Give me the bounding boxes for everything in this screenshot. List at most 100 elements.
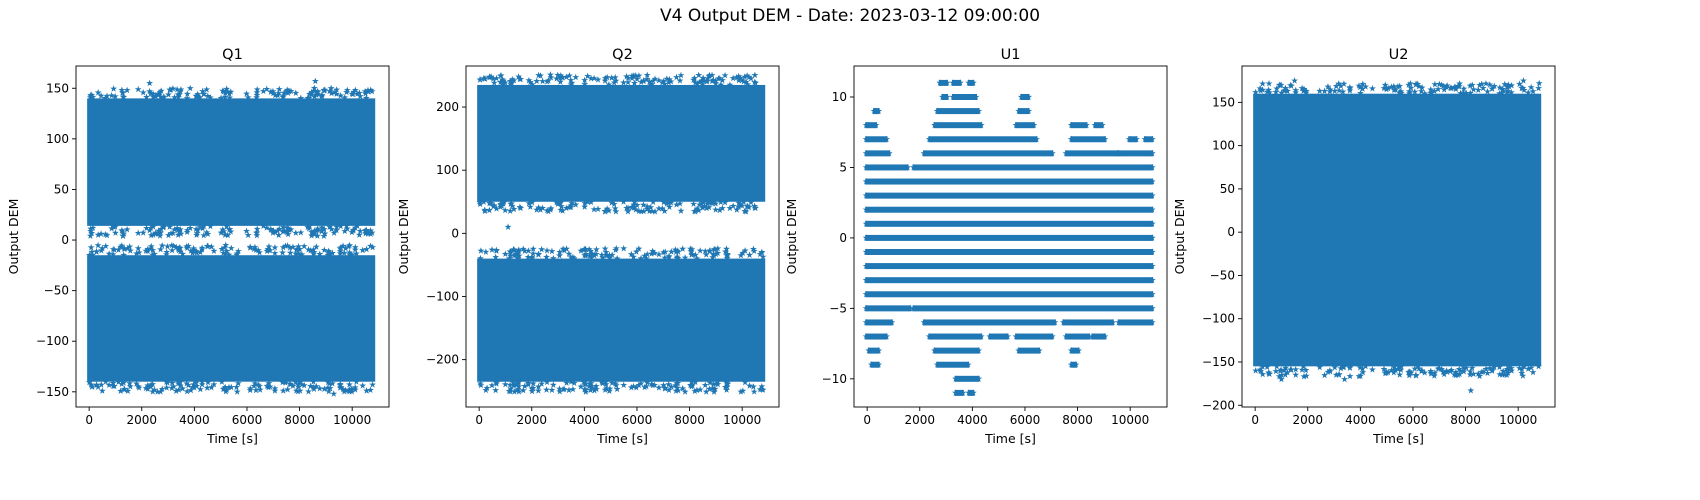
data-level-segment bbox=[936, 361, 970, 368]
data-point bbox=[1519, 77, 1527, 84]
data-level-segment bbox=[1017, 347, 1041, 354]
data-level-segment bbox=[951, 79, 962, 86]
data-point bbox=[369, 381, 377, 388]
data-point bbox=[1265, 80, 1273, 87]
plot-area bbox=[85, 77, 377, 397]
y-axis-label: Output DEM bbox=[396, 199, 411, 275]
x-tick-label: 10000 bbox=[333, 413, 371, 427]
data-level-segment bbox=[923, 319, 1056, 326]
data-point bbox=[123, 225, 131, 233]
data-level-segment bbox=[928, 333, 983, 340]
data-point bbox=[1412, 372, 1420, 379]
axes-frame bbox=[853, 65, 1168, 408]
data-point bbox=[746, 251, 754, 258]
data-point bbox=[275, 85, 283, 93]
y-tick-label: −100 bbox=[426, 289, 459, 303]
x-tick-label: 8000 bbox=[284, 413, 315, 427]
data-point bbox=[677, 71, 685, 79]
data-level-segment bbox=[954, 375, 980, 382]
data-point bbox=[164, 242, 171, 250]
data-point bbox=[351, 246, 359, 253]
y-tick-label: 100 bbox=[436, 163, 459, 177]
data-point bbox=[98, 387, 106, 394]
data-point bbox=[612, 207, 620, 215]
x-tick-label: 8000 bbox=[1062, 413, 1093, 427]
data-point bbox=[271, 249, 279, 257]
data-band bbox=[477, 84, 766, 202]
x-tick-label: 2000 bbox=[516, 413, 547, 427]
x-tick-label: 8000 bbox=[674, 413, 705, 427]
data-level-segment bbox=[873, 108, 880, 115]
data-point bbox=[1368, 366, 1376, 373]
data-point bbox=[504, 223, 512, 230]
data-point bbox=[186, 84, 194, 92]
data-point bbox=[601, 245, 609, 252]
data-point bbox=[359, 382, 367, 389]
data-point bbox=[311, 77, 319, 85]
data-point bbox=[292, 229, 300, 236]
y-tick-label: 150 bbox=[46, 81, 69, 95]
data-level-segment bbox=[954, 389, 964, 396]
x-axis-label: Time [s] bbox=[596, 431, 648, 446]
data-point bbox=[134, 85, 142, 93]
data-level-segment bbox=[865, 333, 888, 340]
data-level-segment bbox=[1070, 361, 1077, 368]
x-tick-label: 2000 bbox=[126, 413, 157, 427]
data-point bbox=[1291, 77, 1299, 84]
y-tick-label: 0 bbox=[61, 233, 69, 247]
data-level-segment bbox=[867, 347, 880, 354]
data-point bbox=[210, 247, 218, 254]
x-tick-label: 0 bbox=[863, 413, 871, 427]
data-point bbox=[477, 247, 485, 254]
data-point bbox=[203, 85, 211, 93]
subplot-q2: 0 2000 4000 6000 8000 10000 −200 −100 0 100 200 Q2 T… bbox=[396, 47, 780, 446]
x-tick-label: 4000 bbox=[179, 413, 210, 427]
y-tick-label: −100 bbox=[1202, 312, 1235, 326]
axes-frame bbox=[1241, 65, 1556, 408]
x-tick-label: 4000 bbox=[1345, 413, 1376, 427]
data-point bbox=[146, 79, 154, 87]
data-level-segment bbox=[1070, 136, 1106, 143]
data-point bbox=[243, 227, 250, 235]
axes-frame bbox=[75, 65, 390, 408]
y-tick-label: −50 bbox=[1210, 268, 1235, 282]
data-level-segment bbox=[1143, 136, 1154, 143]
subplot-u1: 0 2000 4000 6000 8000 10000 −10 −5 0 5 10 U1 Time [s… bbox=[784, 47, 1168, 446]
subplot-title: U1 bbox=[1001, 47, 1021, 63]
x-tick-label: 10000 bbox=[1499, 413, 1537, 427]
data-point bbox=[198, 380, 206, 388]
data-band bbox=[477, 258, 766, 382]
data-level-segment bbox=[865, 277, 1154, 284]
data-point bbox=[1484, 88, 1491, 95]
data-level-segment bbox=[967, 79, 975, 86]
y-tick-label: −150 bbox=[36, 385, 69, 399]
data-point bbox=[751, 71, 759, 79]
data-point bbox=[110, 85, 118, 92]
data-band bbox=[87, 98, 376, 226]
y-axis-label: Output DEM bbox=[6, 199, 21, 275]
data-point bbox=[305, 387, 312, 395]
data-point bbox=[534, 387, 542, 394]
data-level-segment bbox=[865, 234, 1154, 241]
data-band bbox=[87, 255, 376, 382]
data-point bbox=[134, 229, 142, 237]
x-axis-label: Time [s] bbox=[984, 431, 1036, 446]
y-tick-label: 100 bbox=[46, 132, 69, 146]
data-point bbox=[330, 390, 338, 397]
data-level-segment bbox=[865, 164, 909, 171]
x-tick-label: 6000 bbox=[232, 413, 263, 427]
plot-area bbox=[862, 79, 1156, 396]
axes-frame bbox=[465, 65, 780, 408]
data-point bbox=[620, 79, 627, 86]
data-point bbox=[1535, 79, 1543, 87]
x-tick-label: 2000 bbox=[904, 413, 935, 427]
subplot-title: Q1 bbox=[222, 47, 243, 63]
data-level-segment bbox=[1070, 347, 1080, 354]
data-level-segment bbox=[938, 79, 949, 86]
data-level-segment bbox=[865, 220, 1154, 227]
data-level-segment bbox=[967, 389, 975, 396]
y-tick-label: −5 bbox=[829, 301, 847, 315]
data-point bbox=[565, 386, 573, 394]
